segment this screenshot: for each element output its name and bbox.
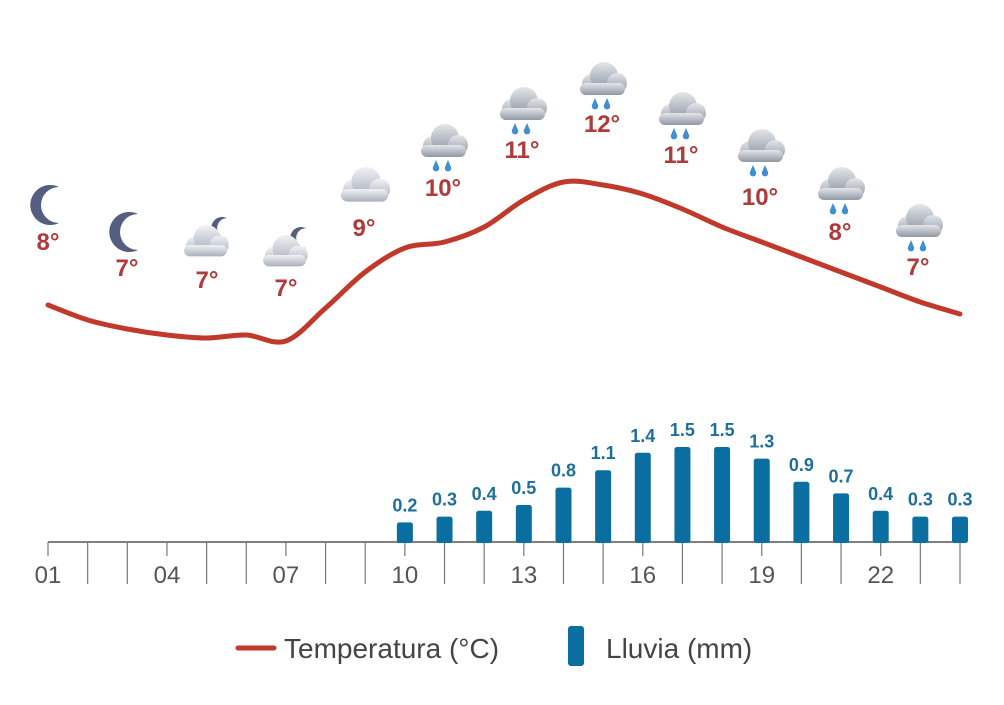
rain-value-label: 0.8 [551,461,576,481]
rain-value-label: 0.4 [472,484,497,504]
x-tick-label: 01 [35,562,62,589]
rain-value-label: 1.4 [630,426,655,446]
x-tick-label: 13 [510,562,537,589]
moon-icon [109,212,138,252]
x-tick-label: 07 [273,562,300,589]
rain-value-label: 0.5 [511,478,536,498]
rain-bar [555,487,572,543]
temperature-label: 11° [664,142,699,169]
rain-value-label: 0.9 [789,455,814,475]
rain-bar [952,516,968,543]
weather-icons [30,62,943,267]
rain-cloud-icon [421,124,468,172]
rain-cloud-icon [659,92,706,140]
x-tick-label: 10 [392,562,419,589]
rain-cloud-icon [738,129,785,177]
temperature-label: 9° [353,215,376,242]
x-tick-label: 16 [629,562,656,589]
rain-cloud-icon [580,62,627,110]
cloud-icon [340,167,391,202]
rain-value-label: 0.3 [432,490,457,510]
legend-bar-swatch [568,626,584,666]
temperature-line [45,178,963,345]
rain-value-label: 0.7 [829,466,854,486]
rain-bar [634,452,651,543]
temperature-label: 12° [584,111,620,138]
rain-bar [396,522,413,543]
temperature-label: 7° [275,275,298,302]
rain-cloud-icon [896,204,943,252]
rain-bar [714,447,731,543]
rain-bar [476,510,493,543]
rain-value-label: 1.5 [670,420,695,440]
temperature-labels: 8° 7° 7° 7° 9° 10° 11° 12° 11° 10° 8° 7° [37,111,930,302]
rain-labels: 0.2 0.3 0.4 0.5 0.8 1.1 1.4 1.5 1.5 1.3 0.9 0.7 0.4 0… [392,420,972,515]
rain-bar [595,470,612,543]
temperature-label: 8° [829,219,852,246]
x-tick-label: 22 [867,562,894,589]
rain-value-label: 1.3 [749,432,774,452]
cloud-moon-icon [263,226,308,267]
temperature-label: 8° [37,229,60,256]
rain-cloud-icon [818,167,865,215]
rain-value-label: 0.4 [868,484,893,504]
x-tick-label: 04 [154,562,181,589]
rain-bar [912,516,929,543]
rain-bar [436,516,453,543]
temperature-label: 11° [505,137,540,164]
moon-icon [30,185,59,225]
rain-value-label: 0.2 [392,495,417,515]
rain-value-label: 0.3 [947,490,972,510]
rain-cloud-icon [500,87,547,135]
legend-temperature-label: Temperatura (°C) [284,633,499,664]
rain-value-label: 1.1 [591,443,616,463]
rain-value-label: 0.3 [908,490,933,510]
legend-rain-label: Lluvia (mm) [606,633,752,664]
temperature-label: 7° [116,255,139,282]
rain-bar [753,458,770,543]
x-tick-label: 19 [748,562,775,589]
rain-bars [396,447,968,543]
temperature-label: 10° [742,184,778,211]
temperature-label: 10° [425,175,461,202]
rain-value-label: 1.5 [710,420,735,440]
rain-bar [872,510,889,543]
rain-bar [515,505,532,543]
rain-bar [793,481,810,543]
temperature-label: 7° [907,254,930,281]
x-axis: 01 04 07 10 13 16 19 22 [35,541,961,589]
temperature-label: 7° [196,267,219,294]
rain-bar [674,447,691,543]
cloud-moon-icon [184,217,229,257]
rain-bar [833,493,850,543]
legend: Temperatura (°C) Lluvia (mm) [235,626,752,666]
